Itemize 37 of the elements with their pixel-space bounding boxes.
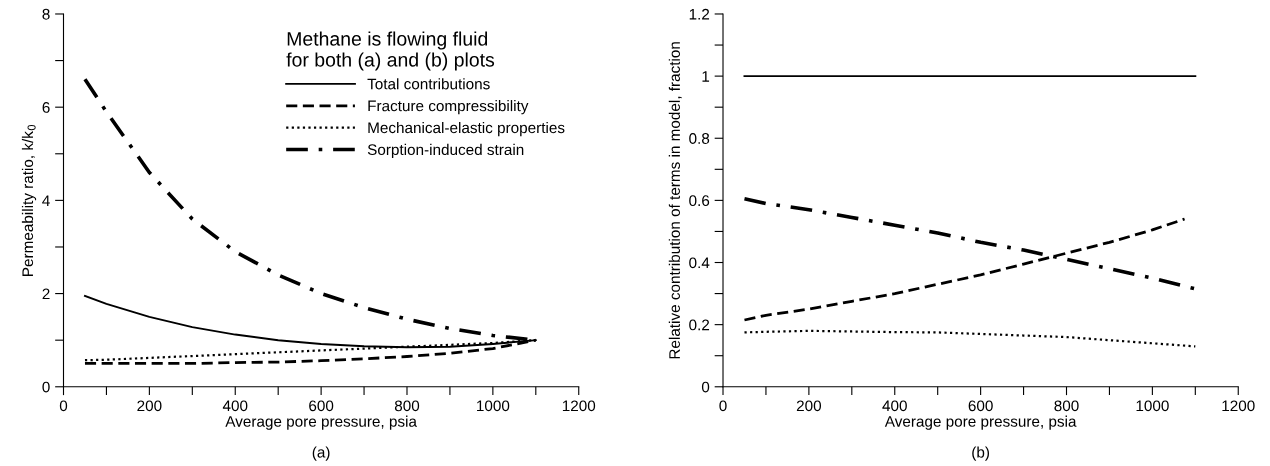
x-tick-label: 1000 <box>1136 400 1169 412</box>
x-tick-label: 200 <box>137 400 162 412</box>
y-tick-label: 1.2 <box>689 8 710 20</box>
legend-label: Total contributions <box>367 78 490 90</box>
y-axis-title: Relative contribution of terms in model, fraction <box>668 42 682 359</box>
x-tick-label: 800 <box>394 400 420 412</box>
legend-label: Fracture compressibility <box>368 100 529 115</box>
text: (a) <box>312 446 330 461</box>
x-tick-label: 1200 <box>1222 400 1255 412</box>
y-tick-label: 0.8 <box>689 133 710 144</box>
y-tick-label: 0.6 <box>689 195 710 207</box>
y-tick-label: 2 <box>42 288 50 300</box>
x-tick-label: 400 <box>222 400 248 412</box>
x-tick-label: 1000 <box>477 400 510 412</box>
text: (b) <box>972 446 990 461</box>
x-tick-label: 0 <box>59 400 68 412</box>
y-tick-label: 6 <box>42 102 50 113</box>
legend-label: Mechanical-elastic properties <box>368 121 565 137</box>
y-tick-label: 1 <box>702 71 710 82</box>
x-axis-title: Average pore pressure, psia <box>225 415 417 430</box>
y-tick-label: 4 <box>42 195 50 206</box>
y-axis-title: Permeability ratio, k/k$_{0}$ <box>21 124 37 276</box>
legend-title: Methane is flowing fluid for both (a) and (b) plots <box>286 31 495 71</box>
y-tick-label: 0 <box>42 381 50 393</box>
x-tick-label: 800 <box>1054 400 1079 412</box>
legend-label: Sorption-induced strain <box>367 143 524 159</box>
y-tick-label: 8 <box>42 8 50 20</box>
x-tick-label: 0 <box>719 400 727 412</box>
y-tick-label: 0.2 <box>689 319 710 331</box>
x-axis-title: Average pore pressure, psia <box>884 415 1077 430</box>
x-tick-label: 600 <box>968 400 993 412</box>
x-tick-label: 600 <box>309 400 334 412</box>
x-tick-label: 1200 <box>562 400 596 412</box>
x-tick-label: 200 <box>796 400 822 412</box>
x-tick-label: 400 <box>882 400 907 412</box>
y-tick-label: 0.4 <box>689 257 710 269</box>
y-tick-label: 0 <box>701 381 710 393</box>
